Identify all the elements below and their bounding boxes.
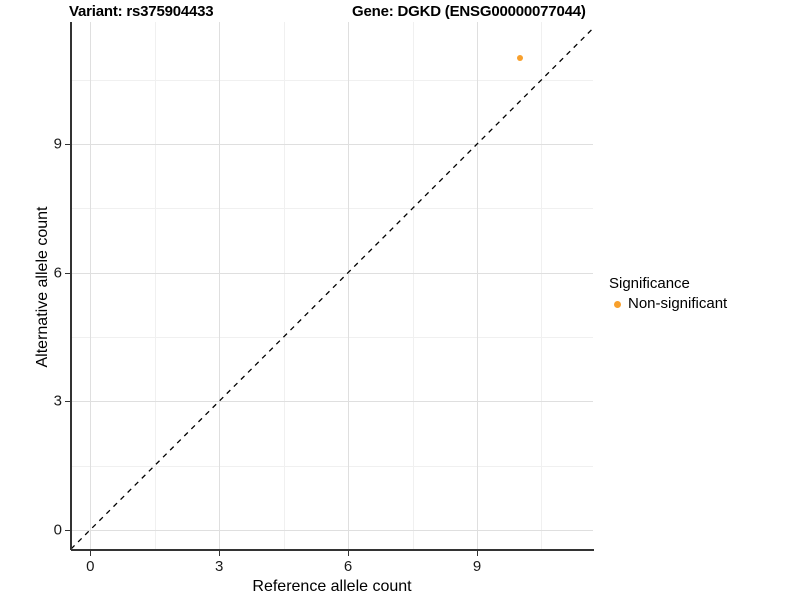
y-axis-tick-label: 6 bbox=[53, 264, 62, 282]
gridline-vertical-minor bbox=[412, 22, 414, 549]
x-axis-tick-label: 9 bbox=[472, 558, 482, 575]
gridline-horizontal-minor bbox=[71, 336, 593, 338]
x-axis-tick-label: 6 bbox=[343, 558, 353, 575]
gridline-vertical-minor bbox=[154, 22, 156, 549]
gridline-horizontal-minor bbox=[71, 208, 593, 210]
gridline-horizontal-minor bbox=[71, 79, 593, 81]
y-axis-tick bbox=[65, 272, 70, 274]
y-axis-tick-label: 0 bbox=[53, 521, 62, 539]
x-axis-tick-label: 0 bbox=[86, 558, 95, 575]
y-axis-title: Alternative allele count bbox=[34, 206, 51, 368]
gridline-vertical-minor bbox=[541, 22, 543, 549]
legend: Significance Non-significant bbox=[609, 274, 727, 314]
y-axis-tick bbox=[65, 529, 70, 531]
gridline-vertical-major bbox=[477, 22, 478, 549]
x-axis-tick bbox=[477, 551, 478, 556]
gridline-horizontal-major bbox=[71, 272, 593, 274]
gridline-horizontal-major bbox=[71, 144, 593, 146]
gridline-vertical-minor bbox=[283, 22, 285, 549]
x-axis-tick-label: 3 bbox=[215, 558, 224, 575]
scatter-plot-panel bbox=[71, 22, 593, 549]
x-axis-tick bbox=[90, 551, 92, 556]
gridline-horizontal-major bbox=[71, 401, 593, 403]
gridline-vertical-major bbox=[348, 22, 350, 549]
variant-title: Variant: rs375904433 bbox=[69, 3, 214, 20]
legend-swatch-dot-icon bbox=[613, 300, 621, 308]
legend-entry[interactable]: Non-significant bbox=[609, 294, 727, 314]
x-axis-line bbox=[71, 549, 594, 551]
gridline-vertical-major bbox=[90, 22, 92, 549]
legend-label: Non-significant bbox=[628, 295, 728, 312]
x-axis-tick bbox=[219, 551, 221, 556]
x-axis-title: Reference allele count bbox=[252, 578, 412, 595]
scatter-point bbox=[517, 55, 523, 62]
legend-key bbox=[609, 294, 625, 314]
y-axis-tick-label: 9 bbox=[53, 135, 62, 153]
y-axis-tick bbox=[65, 401, 70, 403]
gene-title: Gene: DGKD (ENSG00000077044) bbox=[352, 3, 586, 20]
identity-reference-line bbox=[71, 22, 593, 549]
y-axis-line bbox=[70, 22, 72, 550]
gridline-horizontal-minor bbox=[71, 465, 593, 467]
gridline-vertical-major bbox=[219, 22, 221, 549]
plot-clip-region bbox=[71, 22, 593, 549]
y-axis-tick bbox=[65, 144, 70, 146]
x-axis-tick bbox=[348, 551, 350, 556]
legend-entries: Non-significant bbox=[609, 294, 727, 314]
gridline-horizontal-major bbox=[71, 529, 593, 531]
y-axis-tick-label: 3 bbox=[53, 392, 62, 410]
legend-title: Significance bbox=[609, 275, 690, 292]
